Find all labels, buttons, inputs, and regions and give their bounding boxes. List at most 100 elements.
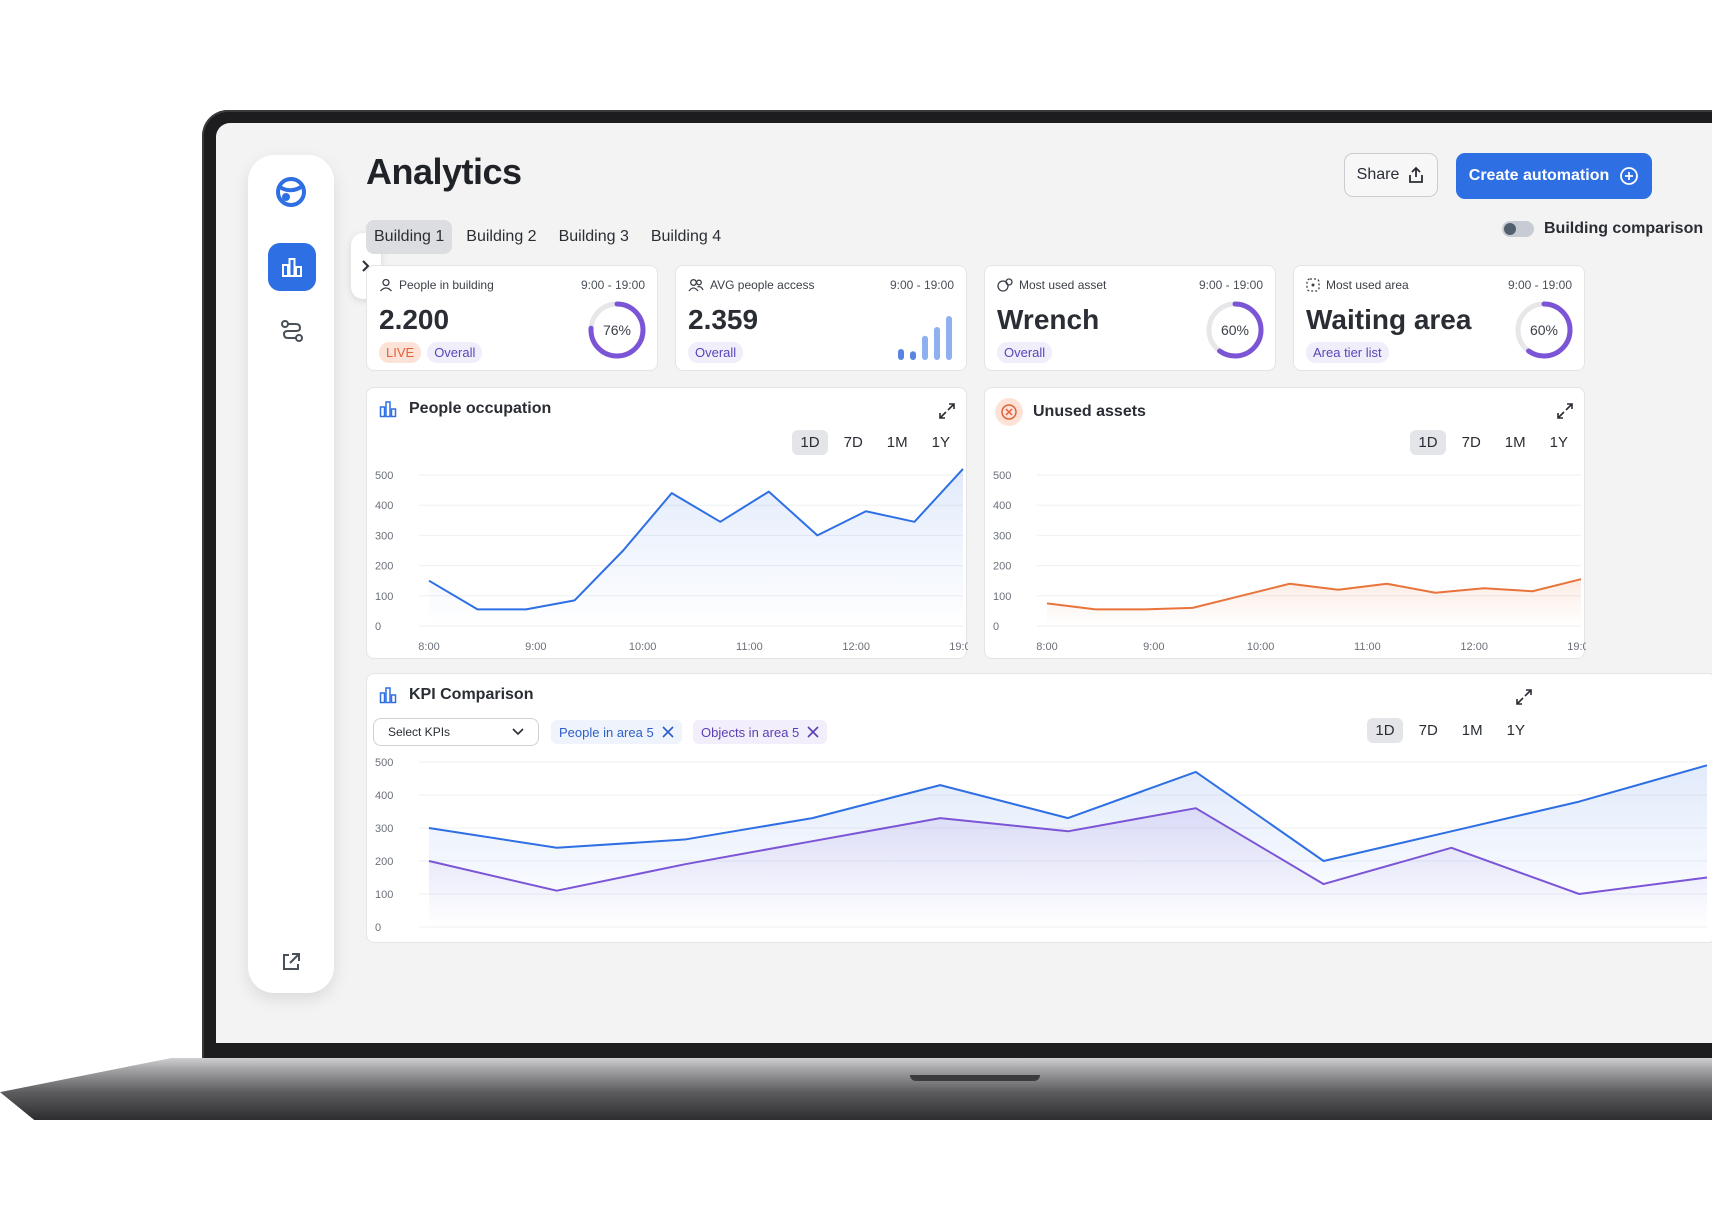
expand-icon[interactable] (938, 402, 956, 420)
bar-chart-icon (282, 258, 302, 277)
kpi-label: Most used asset (1019, 278, 1107, 292)
card-title: Unused assets (1033, 403, 1146, 420)
create-automation-label: Create automation (1468, 167, 1610, 184)
kpi-card-access[interactable]: AVG people access 9:00 - 19:00 2.359 Ove… (675, 265, 967, 371)
y-tick-label: 0 (375, 922, 381, 934)
x-tick-label: 10:00 (1247, 641, 1275, 653)
area-tier-list-badge[interactable]: Area tier list (1306, 342, 1389, 363)
range-1m[interactable]: 1M (886, 434, 908, 451)
kpi-card-asset[interactable]: Most used asset 9:00 - 19:00 Wrench Over… (984, 265, 1276, 371)
chip-label: Objects in area 5 (701, 724, 800, 740)
tab-building-3[interactable]: Building 3 (558, 228, 629, 245)
alert-circle-icon (995, 398, 1023, 426)
kpi-label: Most used area (1326, 278, 1409, 292)
ring-label: 76% (603, 322, 631, 338)
close-icon[interactable] (662, 726, 674, 738)
x-tick-label: 8:00 (1036, 641, 1057, 653)
kpi-time: 9:00 - 19:00 (889, 278, 954, 292)
x-tick-label: 10:00 (629, 641, 657, 653)
person-icon (380, 278, 392, 292)
kpi-label-row: Most used asset (997, 278, 1106, 292)
kpi-comparison-card: KPI Comparison Select KPIs People in are… (366, 673, 1712, 943)
range-1d[interactable]: 1D (792, 430, 828, 455)
kpi-label-row: AVG people access (688, 278, 815, 292)
kpi-time: 9:00 - 19:00 (1507, 278, 1572, 292)
kpi-value: 2.359 (688, 304, 759, 335)
plus-circle-icon (1620, 167, 1639, 185)
building-comparison-toggle[interactable] (1502, 221, 1534, 237)
mini-bar (934, 327, 940, 360)
expand-icon[interactable] (1515, 688, 1533, 706)
y-tick-label: 0 (993, 621, 999, 633)
range-1y[interactable]: 1Y (1506, 722, 1525, 739)
external-link-icon[interactable] (280, 951, 302, 973)
y-tick-label: 100 (375, 591, 393, 603)
bar-chart-icon (377, 398, 399, 420)
kpi-value: Wrench (997, 304, 1100, 335)
ring-label: 60% (1530, 322, 1558, 338)
range-1m[interactable]: 1M (1461, 722, 1483, 739)
bar-chart-icon (377, 684, 399, 706)
share-button[interactable]: Share (1344, 153, 1438, 197)
range-1d[interactable]: 1D (1367, 718, 1403, 743)
tab-building-4[interactable]: Building 4 (650, 228, 722, 245)
range-1y[interactable]: 1Y (931, 434, 950, 451)
range-7d[interactable]: 7D (1461, 434, 1481, 451)
y-tick-label: 0 (375, 621, 381, 633)
mini-bar (946, 316, 952, 360)
select-kpis-dropdown[interactable]: Select KPIs (373, 718, 539, 746)
series-line (428, 468, 964, 611)
kpi-card-area[interactable]: Most used area 9:00 - 19:00 Waiting area… (1293, 265, 1585, 371)
kpi-card-people[interactable]: People in building 9:00 - 19:00 2.200 LI… (366, 265, 658, 371)
overall-badge[interactable]: Overall (427, 342, 483, 363)
chip-label: People in area 5 (559, 724, 654, 740)
page-title: Analytics (366, 151, 522, 192)
overall-badge[interactable]: Overall (997, 342, 1053, 363)
laptop-notch (910, 1075, 1040, 1081)
kpi-label-row: Most used area (1306, 278, 1409, 292)
ring-label: 60% (1221, 322, 1249, 338)
tab-building-1[interactable]: Building 1 (366, 220, 453, 254)
create-automation-button[interactable]: Create automation (1456, 153, 1652, 199)
select-kpis-label: Select KPIs (388, 725, 451, 739)
unused-assets-card: Unused assets 1D 7D 1M 1Y 0 100 200 300 400 5… (984, 387, 1586, 659)
sidebar (248, 155, 381, 993)
x-tick-label: 11:00 (1354, 641, 1381, 653)
building-tabs: Building 1 Building 2 Building 3 Buildin… (366, 220, 729, 254)
series-area (429, 468, 963, 626)
overall-badge[interactable]: Overall (688, 342, 744, 363)
expand-icon[interactable] (1556, 402, 1574, 420)
y-tick-label: 300 (375, 823, 393, 835)
laptop-base (0, 1058, 1712, 1120)
people-occupation-card: People occupation 1D 7D 1M 1Y 0 100 200 300… (366, 387, 968, 659)
share-icon (1409, 166, 1424, 183)
range-1m[interactable]: 1M (1504, 434, 1526, 451)
y-tick-label: 500 (375, 757, 393, 769)
mini-bar-chart (898, 316, 952, 360)
range-7d[interactable]: 7D (843, 434, 863, 451)
close-icon[interactable] (807, 726, 819, 738)
y-tick-label: 300 (375, 530, 393, 542)
tab-building-2[interactable]: Building 2 (466, 228, 537, 245)
x-tick-label: 12:00 (1460, 641, 1488, 653)
analytics-nav-button[interactable] (268, 243, 316, 291)
app-screen: Analytics Share Create automation Buildi… (216, 123, 1712, 1043)
range-7d[interactable]: 7D (1418, 722, 1438, 739)
kpi-comparison-chart: 0 100 200 300 400 500 (375, 757, 1708, 934)
time-range-selector: 1D 7D 1M 1Y (1410, 430, 1576, 455)
card-title: People occupation (409, 400, 552, 417)
building-comparison: Building comparison (1502, 220, 1703, 238)
automation-icon[interactable] (278, 317, 306, 345)
live-badge: LIVE (379, 342, 422, 363)
kpi-label-row: People in building (379, 278, 494, 292)
asset-icon (997, 278, 1013, 292)
kpi-chip-objects: Objects in area 5 (693, 720, 828, 744)
range-1y[interactable]: 1Y (1549, 434, 1568, 451)
y-tick-label: 200 (375, 561, 393, 573)
kpi-value: Waiting area (1306, 304, 1472, 335)
kpi-time: 9:00 - 19:00 (580, 278, 645, 292)
progress-ring: 76% (588, 301, 646, 359)
range-1d[interactable]: 1D (1410, 430, 1446, 455)
area-icon (1306, 278, 1320, 292)
x-tick-label: 12:00 (842, 641, 870, 653)
